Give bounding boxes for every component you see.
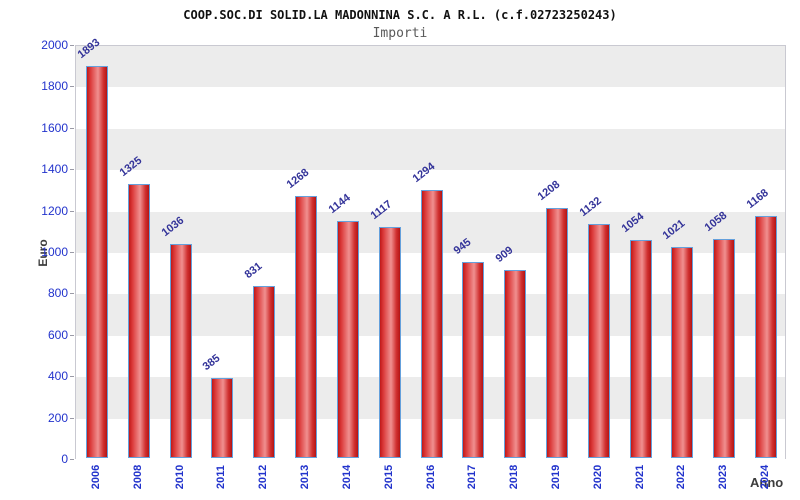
y-tick-mark xyxy=(70,86,74,88)
grid-band xyxy=(76,46,785,88)
x-tick-label-2022: 2022 xyxy=(675,464,688,490)
y-tick-label: 1000 xyxy=(41,245,68,259)
y-tick-mark xyxy=(70,376,74,378)
bar-2019[interactable] xyxy=(545,207,568,458)
y-tick-mark xyxy=(70,252,74,253)
chart-title: COOP.SOC.DI SOLID.LA MADONNINA S.C. A R.… xyxy=(183,8,617,22)
x-tick-label-2017: 2017 xyxy=(466,464,479,490)
bar-2006[interactable] xyxy=(85,66,108,458)
x-tick-label-2008: 2008 xyxy=(131,464,144,490)
x-tick-label-2013: 2013 xyxy=(299,464,312,490)
y-tick-label: 2000 xyxy=(41,38,68,52)
y-tick-mark xyxy=(70,417,74,419)
y-tick-mark xyxy=(70,293,74,295)
y-tick-mark xyxy=(70,169,74,171)
y-tick-label: 0 xyxy=(61,452,68,466)
x-tick-label-2012: 2012 xyxy=(257,464,270,490)
bar-2014[interactable] xyxy=(336,221,359,458)
y-tick-mark xyxy=(70,45,74,46)
y-tick-label: 400 xyxy=(47,369,68,384)
y-tick-mark xyxy=(70,459,74,460)
x-tick-label-2021: 2021 xyxy=(633,464,646,490)
x-tick-label-2019: 2019 xyxy=(549,464,562,490)
y-tick-label: 1800 xyxy=(41,79,68,94)
y-tick-label: 1400 xyxy=(41,162,68,177)
bar-2010[interactable] xyxy=(169,243,192,458)
x-tick-label-2024: 2024 xyxy=(759,464,772,490)
bar-2022[interactable] xyxy=(671,246,694,458)
bar-2017[interactable] xyxy=(462,262,485,458)
grid-band xyxy=(76,87,785,129)
x-tick-label-2006: 2006 xyxy=(89,464,102,490)
bar-2024[interactable] xyxy=(755,216,778,458)
y-tick-label: 1600 xyxy=(41,120,68,135)
y-tick-label: 800 xyxy=(47,286,68,301)
y-tick-label: 600 xyxy=(47,327,68,342)
y-tick-mark xyxy=(70,210,74,212)
plot-area xyxy=(75,45,786,460)
grid-band xyxy=(76,128,785,171)
x-tick-label-2020: 2020 xyxy=(591,464,604,490)
x-tick-label-2018: 2018 xyxy=(508,464,521,490)
bar-2012[interactable] xyxy=(253,285,276,458)
y-tick-mark xyxy=(70,127,74,129)
bar-2016[interactable] xyxy=(420,190,443,458)
x-tick-label-2016: 2016 xyxy=(424,464,437,490)
x-tick-label-2023: 2023 xyxy=(717,464,730,490)
bar-2021[interactable] xyxy=(629,239,652,458)
x-tick-label-2015: 2015 xyxy=(382,464,395,490)
bar-2018[interactable] xyxy=(504,269,527,458)
x-tick-label-2011: 2011 xyxy=(215,465,228,489)
bar-2013[interactable] xyxy=(295,195,318,458)
y-tick-mark xyxy=(70,334,74,336)
x-tick-label-2010: 2010 xyxy=(173,464,186,490)
bar-2015[interactable] xyxy=(378,226,401,458)
chart-subtitle: Importi xyxy=(372,26,428,41)
bar-2008[interactable] xyxy=(127,183,150,458)
x-axis-title: Anno xyxy=(750,475,784,490)
y-tick-label: 200 xyxy=(47,410,68,425)
x-tick-label-2014: 2014 xyxy=(340,464,353,490)
bar-2020[interactable] xyxy=(587,223,610,458)
y-tick-label: 1200 xyxy=(41,203,68,218)
bar-2023[interactable] xyxy=(713,239,736,458)
bar-2011[interactable] xyxy=(211,378,234,458)
